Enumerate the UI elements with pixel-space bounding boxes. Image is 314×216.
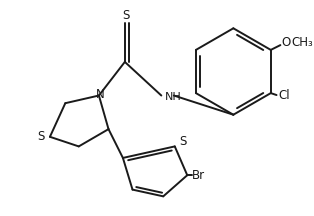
- Text: S: S: [180, 135, 187, 148]
- Text: CH₃: CH₃: [291, 36, 313, 49]
- Text: N: N: [95, 88, 104, 101]
- Text: Br: Br: [192, 169, 205, 182]
- Text: S: S: [38, 130, 45, 143]
- Text: NH: NH: [165, 92, 182, 102]
- Text: O: O: [281, 36, 290, 49]
- Text: Cl: Cl: [279, 89, 290, 103]
- Text: S: S: [122, 9, 129, 22]
